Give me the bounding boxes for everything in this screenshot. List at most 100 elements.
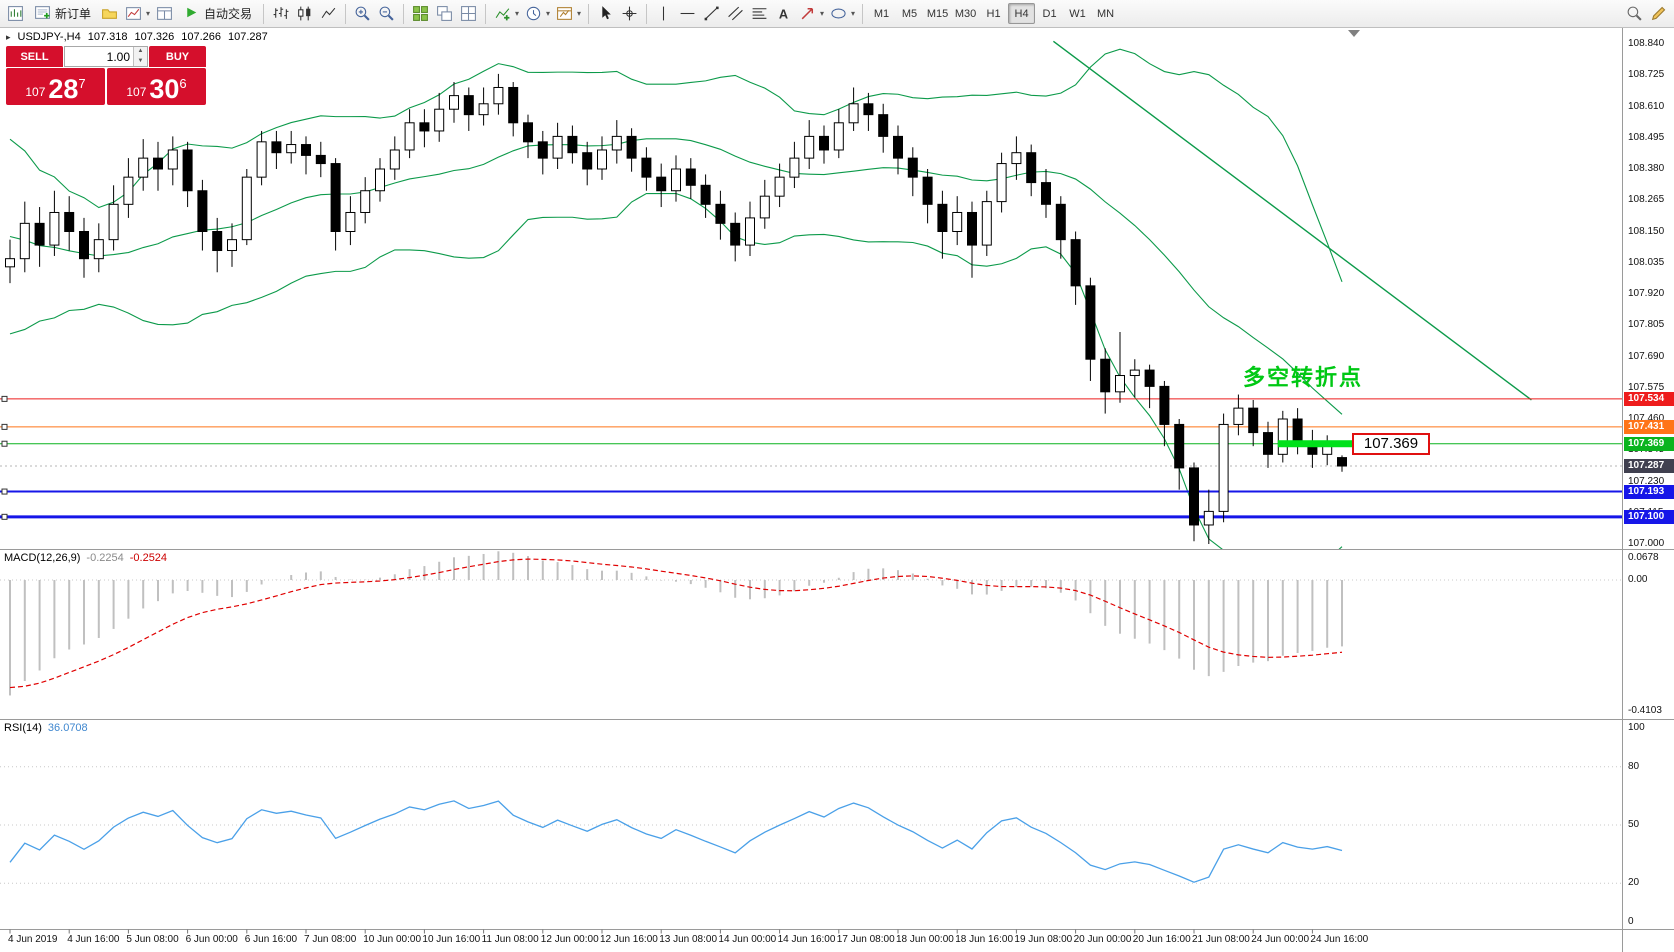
- periods-icon[interactable]: [522, 2, 545, 25]
- price-axis-label: 107.460: [1628, 413, 1665, 424]
- time-axis-label: 6 Jun 16:00: [244, 934, 298, 945]
- buy-button[interactable]: BUY: [149, 46, 206, 67]
- rsi-axis-label: 20: [1628, 877, 1640, 889]
- volume-input[interactable]: 1.00: [106, 50, 130, 64]
- price-line-tag: 107.534: [1624, 391, 1674, 406]
- search-icon[interactable]: [1623, 2, 1646, 25]
- rsi-axis-label: 80: [1628, 760, 1640, 772]
- ohlc-open: 107.318: [87, 31, 128, 43]
- timeframe-button-H1[interactable]: H1: [986, 8, 1001, 20]
- price-axis-label: 108.035: [1628, 256, 1665, 268]
- timeframe-button-M30[interactable]: M30: [954, 8, 977, 20]
- rsi-axis-label: 100: [1628, 722, 1645, 733]
- vertical-line-icon[interactable]: [652, 2, 675, 25]
- time-axis-label: 12 Jun 16:00: [600, 934, 658, 945]
- templates-icon[interactable]: [553, 2, 576, 25]
- shapes-icon[interactable]: [827, 2, 850, 25]
- toolbar-separator: [588, 3, 590, 24]
- volume-down-icon[interactable]: ▼: [134, 56, 147, 66]
- text-label-icon[interactable]: A: [772, 2, 795, 25]
- volume-field: 1.00 ▲ ▼: [64, 46, 148, 67]
- price-axis-label: 107.920: [1628, 288, 1665, 299]
- data-window-icon[interactable]: [153, 2, 176, 25]
- charts-window-dropdown-caret[interactable]: ▾: [146, 9, 151, 18]
- templates-dropdown-caret[interactable]: ▾: [577, 9, 582, 18]
- zoom-in-icon[interactable]: [351, 2, 374, 25]
- price-axis-label: 108.495: [1628, 131, 1665, 143]
- time-axis-label: 21 Jun 08:00: [1192, 934, 1250, 945]
- time-axis-label: 19 Jun 08:00: [1014, 934, 1073, 945]
- volume-up-icon[interactable]: ▲: [134, 47, 147, 57]
- zoom-out-icon[interactable]: [375, 2, 398, 25]
- periods-dropdown-caret[interactable]: ▾: [546, 9, 551, 18]
- play-icon: [183, 4, 200, 24]
- timeframe-button-M5[interactable]: M5: [901, 8, 918, 20]
- ohlc-high: 107.326: [134, 31, 175, 43]
- trendline-icon[interactable]: [700, 2, 723, 25]
- price-line-tag: 107.431: [1624, 419, 1674, 434]
- one-click-collapse-icon[interactable]: ▸: [6, 31, 11, 42]
- timeframe-button-MN[interactable]: MN: [1096, 8, 1115, 20]
- macd-name: MACD(12,26,9): [4, 552, 81, 564]
- time-axis-label: 18 Jun 16:00: [955, 934, 1014, 945]
- timeframe-button-M15[interactable]: M15: [926, 8, 949, 20]
- price-callout-box[interactable]: 107.369: [1352, 433, 1430, 455]
- time-axis-label: 4 Jun 2019: [8, 934, 58, 945]
- time-axis-label: 13 Jun 08:00: [659, 934, 718, 945]
- price-line-tag: 107.193: [1624, 484, 1674, 499]
- arrows-dropdown-caret[interactable]: ▾: [820, 9, 825, 18]
- indicators-icon[interactable]: [491, 2, 514, 25]
- sell-button[interactable]: SELL: [6, 46, 63, 67]
- timeframe-button-H4[interactable]: H4: [1008, 3, 1036, 24]
- macd-indicator-label: MACD(12,26,9) -0.2254 -0.2524: [4, 552, 167, 564]
- price-axis-label: 108.840: [1628, 38, 1665, 49]
- charts-window-icon[interactable]: [122, 2, 145, 25]
- cascade-windows-icon[interactable]: [433, 2, 456, 25]
- edit-icon[interactable]: [1647, 2, 1670, 25]
- macd-signal-value: -0.2524: [129, 552, 168, 564]
- bid-price-tag: 107.287: [1624, 459, 1674, 473]
- equidistant-channel-icon[interactable]: [724, 2, 747, 25]
- macd-main-value: -0.2254: [86, 552, 124, 564]
- arrows-icon[interactable]: [796, 2, 819, 25]
- fibonacci-icon[interactable]: [748, 2, 771, 25]
- time-axis-label: 24 Jun 00:00: [1251, 934, 1310, 945]
- price-axis-label: 108.150: [1628, 225, 1665, 237]
- timeframe-button-M1[interactable]: M1: [873, 8, 890, 20]
- toolbar-separator: [263, 3, 265, 24]
- candlestick-chart-icon[interactable]: [293, 2, 316, 25]
- turning-point-annotation: 多空转折点: [1243, 365, 1364, 390]
- auto-trading-button[interactable]: 自动交易: [177, 2, 258, 25]
- profiles-icon[interactable]: [98, 2, 121, 25]
- toolbar-separator: [862, 3, 864, 24]
- new-order-button[interactable]: 新订单: [28, 2, 97, 25]
- cursor-icon[interactable]: [594, 2, 617, 25]
- time-axis-label: 10 Jun 00:00: [363, 934, 422, 945]
- horizontal-line-icon[interactable]: [676, 2, 699, 25]
- arrange-windows-icon[interactable]: [457, 2, 480, 25]
- line-chart-icon[interactable]: [317, 2, 340, 25]
- rsi-indicator-label: RSI(14) 36.0708: [4, 722, 88, 734]
- buy-price-point: 6: [179, 76, 187, 91]
- toolbar-separator: [485, 3, 487, 24]
- timeframe-button-W1[interactable]: W1: [1069, 8, 1086, 20]
- price-axis-label: 108.610: [1628, 100, 1665, 112]
- shapes-dropdown-caret[interactable]: ▾: [851, 9, 856, 18]
- timeframe-button-D1[interactable]: D1: [1042, 8, 1057, 20]
- time-axis-label: 7 Jun 08:00: [304, 934, 357, 945]
- new-chart-icon[interactable]: [4, 2, 27, 25]
- time-axis-label: 17 Jun 08:00: [836, 934, 895, 945]
- sell-price-button[interactable]: 107 28 7: [6, 68, 105, 105]
- time-axis-label: 14 Jun 00:00: [718, 934, 777, 945]
- tile-windows-icon[interactable]: [409, 2, 432, 25]
- volume-stepper: ▲ ▼: [133, 47, 147, 66]
- indicators-dropdown-caret[interactable]: ▾: [515, 9, 520, 18]
- one-click-trade-widget: SELL 1.00 ▲ ▼ BUY 107 28 7 107 30 6: [6, 46, 206, 105]
- auto-trading-label: 自动交易: [204, 7, 253, 21]
- crosshair-icon[interactable]: [618, 2, 641, 25]
- buy-price-button[interactable]: 107 30 6: [107, 68, 206, 105]
- rsi-name: RSI(14): [4, 722, 42, 734]
- sell-price-point: 7: [78, 76, 86, 91]
- bar-chart-icon[interactable]: [269, 2, 292, 25]
